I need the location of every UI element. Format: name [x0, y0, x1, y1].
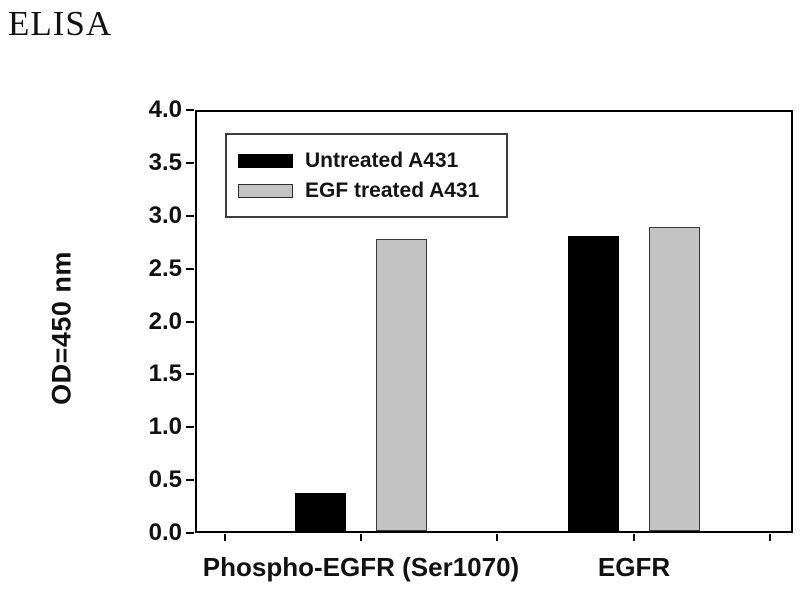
legend-swatch-egf-treated — [238, 183, 293, 198]
y-tick-mark — [186, 161, 194, 164]
x-tick-mark — [496, 534, 499, 541]
legend-item-egf-treated: EGF treated A431 — [238, 177, 506, 205]
y-tick-label: 2.0 — [148, 307, 182, 335]
bar-egf-treated-cat0 — [376, 239, 427, 531]
chart-title: ELISA — [8, 4, 113, 43]
legend-label-untreated: Untreated A431 — [305, 148, 459, 172]
y-tick-mark — [186, 320, 194, 323]
y-tick-mark — [186, 426, 194, 429]
y-tick-mark — [186, 373, 194, 376]
legend-swatch-untreated — [238, 153, 293, 168]
y-tick-label: 3.0 — [148, 201, 182, 229]
y-tick-label: 1.5 — [148, 360, 182, 388]
x-tick-mark — [632, 534, 635, 541]
y-tick-mark — [186, 109, 194, 111]
x-tick-mark — [769, 534, 772, 541]
bar-egf-treated-cat1 — [649, 227, 700, 531]
y-tick-label: 1.0 — [148, 413, 182, 441]
y-tick-mark — [186, 532, 194, 534]
x-category-label-egfr: EGFR — [597, 552, 671, 582]
y-tick-mark — [186, 267, 194, 270]
legend-item-untreated: Untreated A431 — [238, 147, 506, 175]
bar-untreated-cat1 — [568, 236, 619, 531]
bar-untreated-cat0 — [295, 493, 346, 531]
x-tick-mark — [223, 534, 226, 541]
y-tick-label: 3.5 — [148, 148, 182, 176]
plot-area — [195, 110, 793, 533]
x-category-label-phospho-egfr: Phospho-EGFR (Ser1070) — [202, 552, 520, 582]
y-tick-mark — [186, 479, 194, 482]
y-tick-label: 0.5 — [148, 466, 182, 494]
y-tick-label: 4.0 — [148, 96, 182, 123]
y-axis-title: OD=450 nm — [46, 251, 77, 405]
legend-label-egf-treated: EGF treated A431 — [305, 178, 480, 202]
y-tick-mark — [186, 214, 194, 217]
legend-box: Untreated A431 EGF treated A431 — [225, 133, 508, 218]
y-tick-label: 0.0 — [148, 519, 182, 546]
x-tick-mark — [360, 534, 362, 541]
y-tick-label: 2.5 — [148, 254, 182, 282]
